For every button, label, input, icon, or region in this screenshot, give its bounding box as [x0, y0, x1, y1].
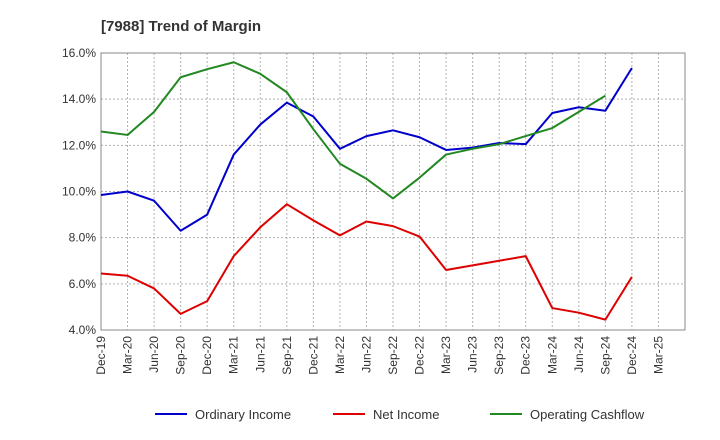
- y-tick-label: 14.0%: [62, 92, 96, 106]
- y-tick-label: 8.0%: [69, 231, 97, 245]
- x-tick-label: Dec-19: [94, 336, 108, 375]
- x-tick-label: Mar-21: [227, 336, 241, 374]
- x-tick-label: Jun-23: [466, 336, 480, 373]
- x-tick-label: Dec-21: [306, 336, 320, 375]
- x-tick-label: Mar-25: [651, 336, 665, 374]
- series-lines: [100, 61, 633, 321]
- x-tick-label: Sep-24: [598, 336, 612, 375]
- x-tick-label: Dec-23: [519, 336, 533, 375]
- chart-title: [7988] Trend of Margin: [101, 18, 261, 35]
- x-tick-label: Mar-20: [121, 336, 135, 374]
- x-tick-label: Mar-24: [545, 336, 559, 374]
- series-line-1: [100, 203, 633, 321]
- x-tick-label: Mar-23: [439, 336, 453, 374]
- x-tick-label: Jun-21: [253, 336, 267, 373]
- x-tick-label: Jun-20: [147, 336, 161, 373]
- x-tick-label: Dec-24: [625, 336, 639, 375]
- grid-lines: [101, 53, 685, 330]
- x-tick-label: Sep-23: [492, 336, 506, 375]
- x-tick-label: Sep-22: [386, 336, 400, 375]
- series-line-0: [100, 67, 633, 232]
- plot-frame: [100, 52, 686, 331]
- series-line-2: [100, 61, 606, 200]
- x-tick-label: Sep-20: [174, 336, 188, 375]
- x-tick-label: Jun-24: [572, 336, 586, 373]
- x-tick-label: Dec-20: [200, 336, 214, 375]
- y-axis: 4.0% 6.0% 8.0% 10.0% 12.0% 14.0% 16.0%: [62, 46, 96, 337]
- x-tick-label: Dec-22: [413, 336, 427, 375]
- legend-label: Net Income: [373, 407, 439, 422]
- y-tick-label: 6.0%: [69, 277, 97, 291]
- legend: Ordinary Income Net Income Operating Cashf…: [155, 407, 645, 422]
- x-axis: Dec-19 Mar-20 Jun-20 Sep-20 Dec-20 Mar-21 Jun-…: [94, 336, 665, 375]
- legend-label: Operating Cashflow: [530, 407, 645, 422]
- x-tick-label: Sep-21: [280, 336, 294, 375]
- y-tick-label: 10.0%: [62, 185, 96, 199]
- y-tick-label: 12.0%: [62, 138, 96, 152]
- y-tick-label: 16.0%: [62, 46, 96, 60]
- x-tick-label: Jun-22: [359, 336, 373, 373]
- y-tick-label: 4.0%: [69, 323, 97, 337]
- legend-label: Ordinary Income: [195, 407, 291, 422]
- x-tick-label: Mar-22: [333, 336, 347, 374]
